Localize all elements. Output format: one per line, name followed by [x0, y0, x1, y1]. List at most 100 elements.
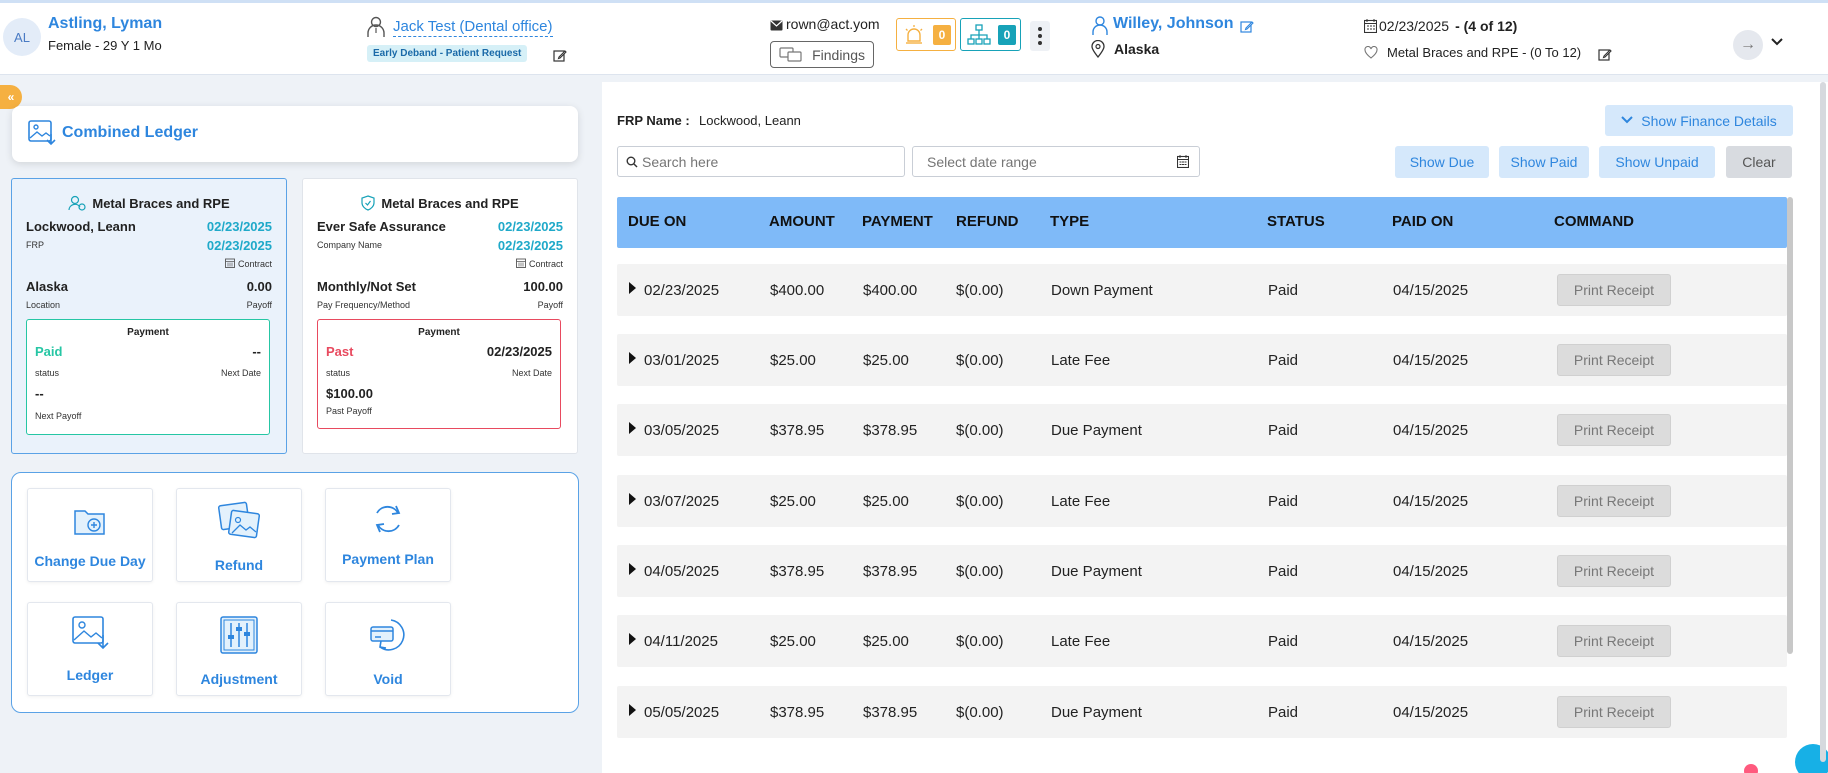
cell-type: Late Fee: [1051, 633, 1111, 650]
expand-row-icon[interactable]: [629, 633, 636, 645]
more-menu-icon[interactable]: [1030, 21, 1050, 51]
page-scrollbar[interactable]: [1820, 82, 1826, 762]
action-label: Refund: [214, 557, 264, 573]
column-header[interactable]: AMOUNT: [769, 213, 835, 230]
expand-row-icon[interactable]: [629, 422, 636, 434]
column-header[interactable]: PAYMENT: [862, 213, 933, 230]
expand-row-icon[interactable]: [629, 282, 636, 294]
collapse-panel-icon[interactable]: «: [0, 85, 22, 109]
card-title-text: Metal Braces and RPE: [92, 195, 230, 211]
print-receipt-button[interactable]: Print Receipt: [1557, 485, 1671, 517]
ledger-panel: FRP Name : Lockwood, Leann Show Finance …: [602, 82, 1828, 773]
print-receipt-button[interactable]: Print Receipt: [1557, 625, 1671, 657]
show-due-button[interactable]: Show Due: [1395, 146, 1489, 178]
insurance-card[interactable]: Metal Braces and RPE Ever Safe Assurance…: [302, 178, 578, 454]
contract-date: 02/23/2025: [206, 238, 272, 253]
expand-row-icon[interactable]: [629, 493, 636, 505]
cell-due: 02/23/2025: [644, 282, 720, 299]
avatar[interactable]: AL: [3, 18, 41, 56]
expand-row-icon[interactable]: [629, 352, 636, 364]
cell-due: 03/05/2025: [644, 422, 720, 439]
column-header[interactable]: COMMAND: [1554, 213, 1634, 230]
notification-dot: [1744, 764, 1758, 773]
cell-type: Due Payment: [1051, 704, 1142, 721]
findings-button[interactable]: Findings: [770, 41, 874, 68]
payoff-label: Payoff: [537, 300, 563, 310]
change-due-day-button[interactable]: Change Due Day: [27, 488, 153, 582]
table-row[interactable]: 05/05/2025 $378.95 $378.95 $(0.00) Due Payme…: [617, 686, 1787, 738]
print-receipt-button[interactable]: Print Receipt: [1557, 414, 1671, 446]
expand-row-icon[interactable]: [629, 563, 636, 575]
cell-amount: $25.00: [770, 352, 816, 369]
clear-button[interactable]: Clear: [1726, 146, 1792, 178]
expand-row-icon[interactable]: [629, 704, 636, 716]
show-unpaid-button[interactable]: Show Unpaid: [1599, 146, 1715, 178]
provider-icon: [1092, 16, 1108, 41]
adjustment-button[interactable]: Adjustment: [176, 602, 302, 696]
search-icon: [626, 155, 638, 173]
table-row[interactable]: 02/23/2025 $400.00 $400.00 $(0.00) Down Paym…: [617, 264, 1787, 316]
print-receipt-button[interactable]: Print Receipt: [1557, 274, 1671, 306]
patient-header: AL Astling, Lyman Female - 29 Y 1 Mo Jac…: [0, 3, 1828, 75]
table-scrollbar[interactable]: [1787, 197, 1793, 654]
frp-card[interactable]: Metal Braces and RPE Lockwood, Leann 02/…: [11, 178, 287, 454]
column-header[interactable]: PAID ON: [1392, 213, 1454, 230]
edit-treatment-icon[interactable]: [1598, 48, 1612, 62]
arrow-right-icon[interactable]: →: [1733, 30, 1763, 60]
search-field[interactable]: [617, 146, 905, 177]
date-range-input[interactable]: [927, 151, 1167, 173]
show-paid-button[interactable]: Show Paid: [1499, 146, 1589, 178]
date-range-field[interactable]: [912, 146, 1200, 177]
payoff-label: Payoff: [246, 300, 272, 310]
cell-type: Down Payment: [1051, 282, 1153, 299]
column-header[interactable]: DUE ON: [628, 213, 687, 230]
table-row[interactable]: 03/01/2025 $25.00 $25.00 $(0.00) Late Fee Pai…: [617, 334, 1787, 386]
patient-name[interactable]: Astling, Lyman: [48, 15, 163, 32]
patient-demographics: Female - 29 Y 1 Mo: [48, 38, 162, 53]
cell-status: Paid: [1268, 282, 1299, 299]
frp-label: FRP: [26, 240, 44, 250]
table-row[interactable]: 03/05/2025 $378.95 $378.95 $(0.00) Due Payme…: [617, 404, 1787, 456]
status-label: status: [326, 368, 351, 378]
payment-status: Past: [326, 344, 354, 359]
refresh-icon: [370, 501, 406, 542]
cell-amount: $378.95: [770, 422, 825, 439]
void-button[interactable]: Void: [325, 602, 451, 696]
chevron-down-icon[interactable]: [1770, 34, 1784, 50]
table-row[interactable]: 03/07/2025 $25.00 $25.00 $(0.00) Late Fee Pai…: [617, 475, 1787, 527]
cell-paid-on: 04/15/2025: [1393, 493, 1469, 510]
column-header[interactable]: TYPE: [1050, 213, 1090, 230]
edit-status-icon[interactable]: [553, 49, 567, 63]
calendar-icon[interactable]: [1176, 155, 1190, 173]
provider-name[interactable]: Willey, Johnson: [1113, 15, 1234, 32]
payment-plan-button[interactable]: Payment Plan: [325, 488, 451, 582]
doctor-icon: [366, 16, 386, 43]
edit-provider-icon[interactable]: [1240, 20, 1254, 34]
left-panel: « Combined Ledger Metal Braces and RPE L…: [0, 82, 590, 725]
column-header[interactable]: STATUS: [1267, 213, 1325, 230]
doctor-link[interactable]: Jack Test (Dental office): [393, 18, 553, 37]
print-receipt-button[interactable]: Print Receipt: [1557, 696, 1671, 728]
table-row[interactable]: 04/11/2025 $25.00 $25.00 $(0.00) Late Fee Pai…: [617, 615, 1787, 667]
show-finance-details-button[interactable]: Show Finance Details: [1605, 105, 1793, 136]
combined-ledger-header: Combined Ledger: [12, 106, 578, 162]
column-header[interactable]: REFUND: [956, 213, 1019, 230]
ledger-button[interactable]: Ledger: [27, 602, 153, 696]
network-button[interactable]: 0: [960, 18, 1021, 51]
table-row[interactable]: 04/05/2025 $378.95 $378.95 $(0.00) Due Payme…: [617, 545, 1787, 597]
card-title: Metal Braces and RPE: [303, 195, 577, 214]
cell-payment: $378.95: [863, 422, 918, 439]
cell-payment: $25.00: [863, 493, 909, 510]
next-payoff: --: [35, 386, 44, 401]
location-value: Alaska: [26, 279, 68, 294]
cell-paid-on: 04/15/2025: [1393, 422, 1469, 439]
contract-label: Contract: [225, 258, 272, 269]
refund-button[interactable]: Refund: [176, 488, 302, 582]
print-receipt-button[interactable]: Print Receipt: [1557, 344, 1671, 376]
search-input[interactable]: [642, 151, 897, 173]
print-receipt-button[interactable]: Print Receipt: [1557, 555, 1671, 587]
cell-type: Late Fee: [1051, 493, 1111, 510]
cell-due: 04/11/2025: [644, 633, 718, 650]
combined-ledger-title: Combined Ledger: [62, 124, 199, 141]
alerts-button[interactable]: 0: [896, 18, 956, 51]
